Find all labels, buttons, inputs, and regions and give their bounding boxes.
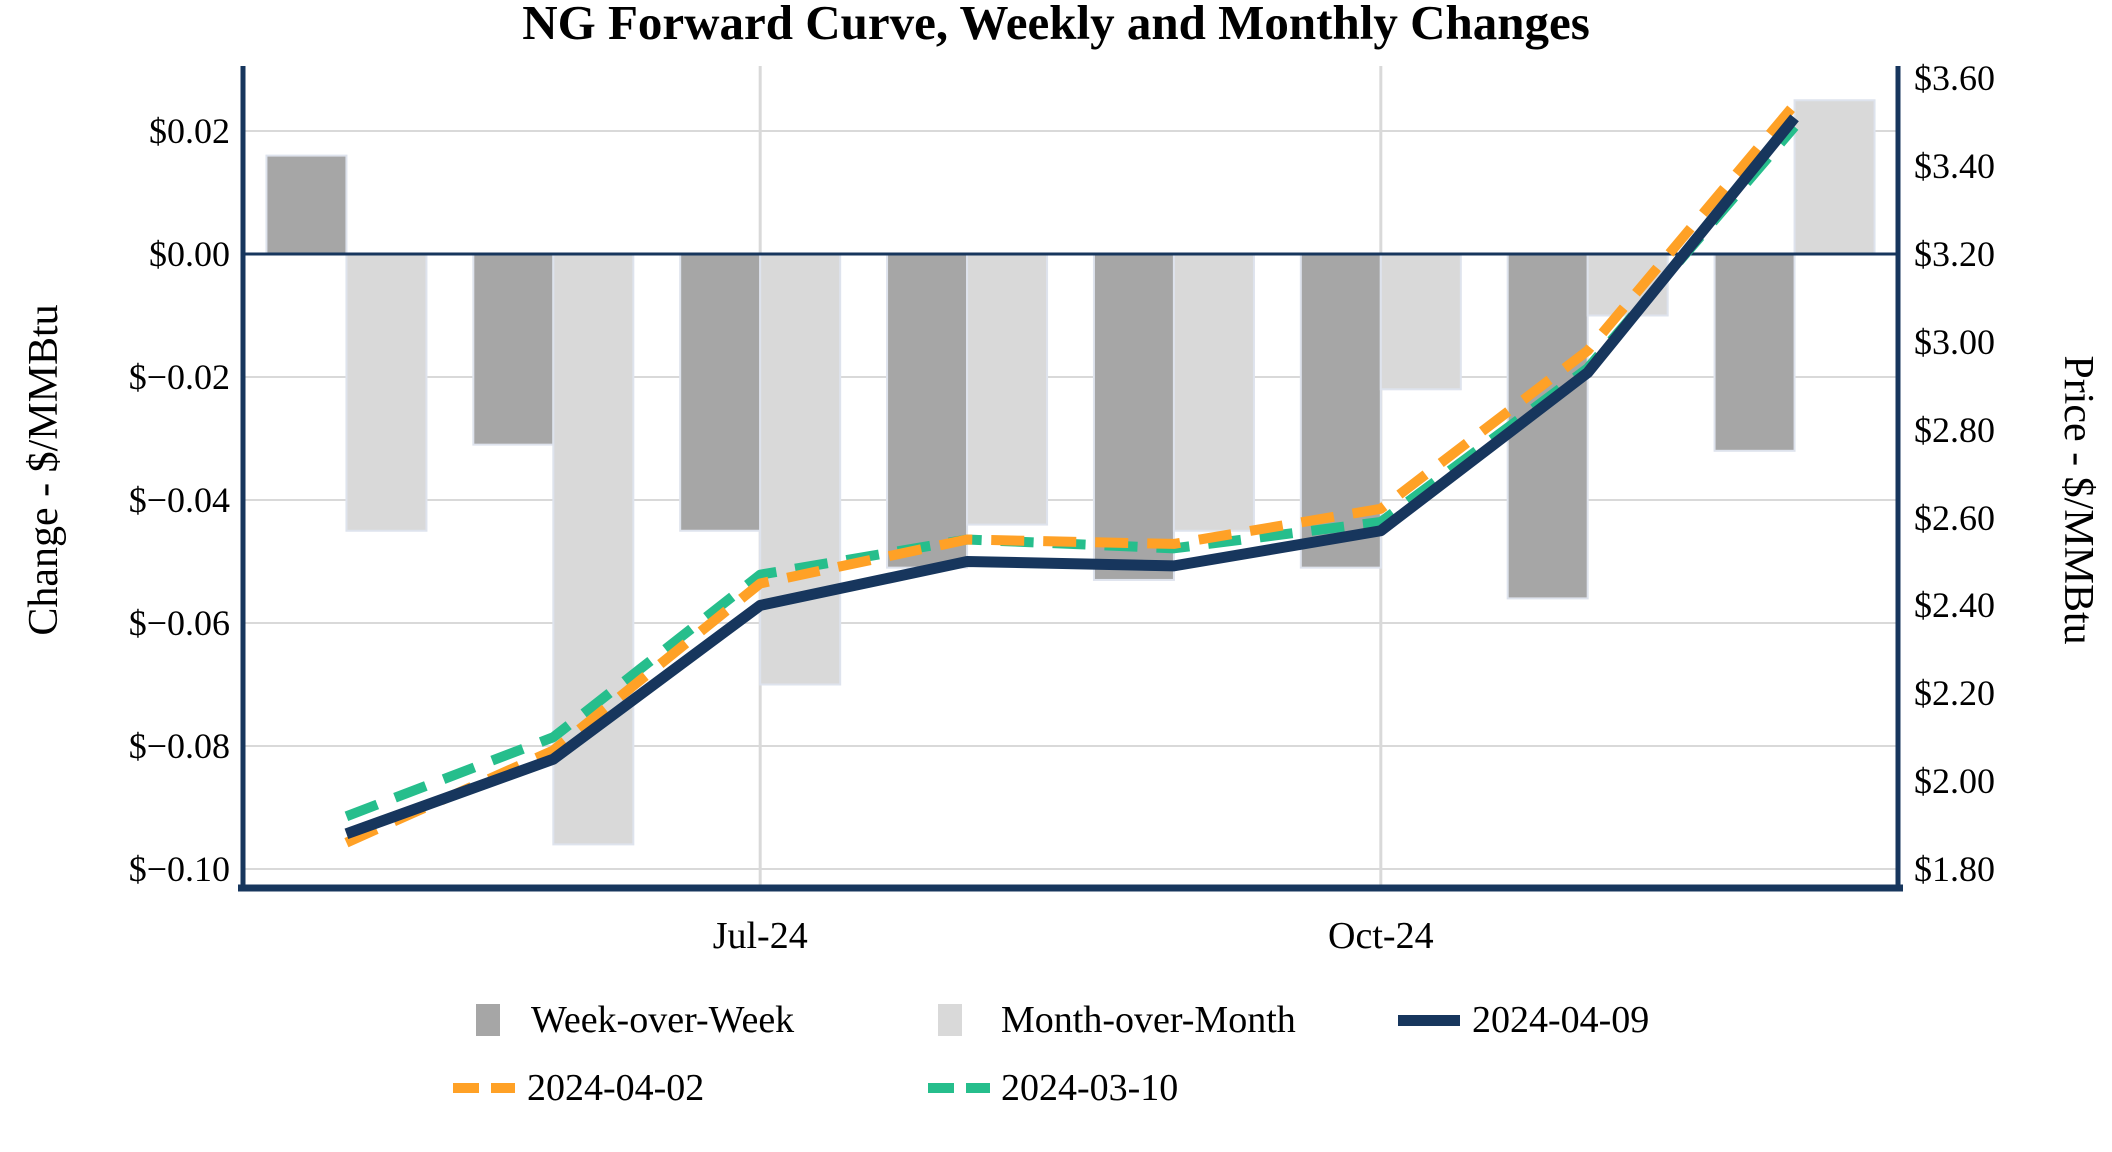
right-axis-tick-label: $1.80 [1914, 849, 1995, 889]
left-axis-tick-label: $−0.06 [128, 603, 230, 643]
left-axis-tick-label: $0.00 [149, 234, 230, 274]
bar-week-over-week [265, 154, 348, 256]
legend-label-2024-03-10: 2024-03-10 [1001, 1067, 1179, 1109]
legend-swatch-week-over-week [476, 1004, 500, 1036]
bar-week-over-week [1713, 253, 1796, 452]
bar-month-over-month [1379, 253, 1462, 391]
bar-week-over-week [472, 253, 555, 446]
legend-label-2024-04-02: 2024-04-02 [527, 1067, 705, 1109]
bar-week-over-week [886, 253, 969, 569]
legend-label-2024-04-09: 2024-04-09 [1472, 999, 1650, 1041]
left-axis-tick-label: $−0.02 [128, 357, 230, 397]
right-axis-tick-label: $3.40 [1914, 146, 1995, 187]
legend-dash-2024-04-02 [453, 1083, 515, 1093]
legend-label-month-over-month: Month-over-Month [1001, 999, 1296, 1041]
right-axis-tick-label: $3.60 [1914, 58, 1995, 99]
legend-label-week-over-week: Week-over-Week [531, 999, 795, 1041]
bar-week-over-week [679, 253, 762, 532]
x-axis-tick-label: Oct-24 [1328, 915, 1434, 957]
legend-dash-2024-03-10 [928, 1083, 990, 1093]
price-line-2024-04-09 [344, 114, 1799, 840]
bar-month-over-month [1172, 253, 1255, 532]
left-axis-tick-label: $−0.04 [128, 480, 230, 520]
x-axis-tick-label: Jul-24 [712, 915, 808, 957]
left-axis-tick-label: $0.02 [149, 111, 230, 151]
bar-month-over-month [1793, 99, 1876, 255]
legend-line-2024-04-09 [1398, 1015, 1460, 1026]
left-axis-tick-label: $−0.10 [128, 849, 230, 889]
right-axis-tick-label: $3.20 [1914, 233, 1995, 274]
bar-week-over-week [1092, 253, 1175, 581]
right-axis-tick-label: $2.40 [1914, 585, 1995, 626]
right-axis-tick-label: $2.20 [1914, 673, 1995, 714]
left-axis-tick-label: $−0.08 [128, 726, 230, 766]
bar-month-over-month [345, 253, 428, 532]
chart-title: NG Forward Curve, Weekly and Monthly Cha… [522, 0, 1590, 50]
price-line-2024-04-02 [344, 101, 1799, 848]
right-axis-tick-label: $2.00 [1914, 761, 1995, 802]
bar-month-over-month [966, 253, 1049, 526]
right-axis-tick-label: $3.00 [1914, 321, 1995, 362]
bar-month-over-month [759, 253, 842, 686]
right-axis-tick-label: $2.60 [1914, 497, 1995, 538]
legend-swatch-month-over-month [938, 1004, 962, 1036]
right-axis-tick-label: $2.80 [1914, 409, 1995, 450]
